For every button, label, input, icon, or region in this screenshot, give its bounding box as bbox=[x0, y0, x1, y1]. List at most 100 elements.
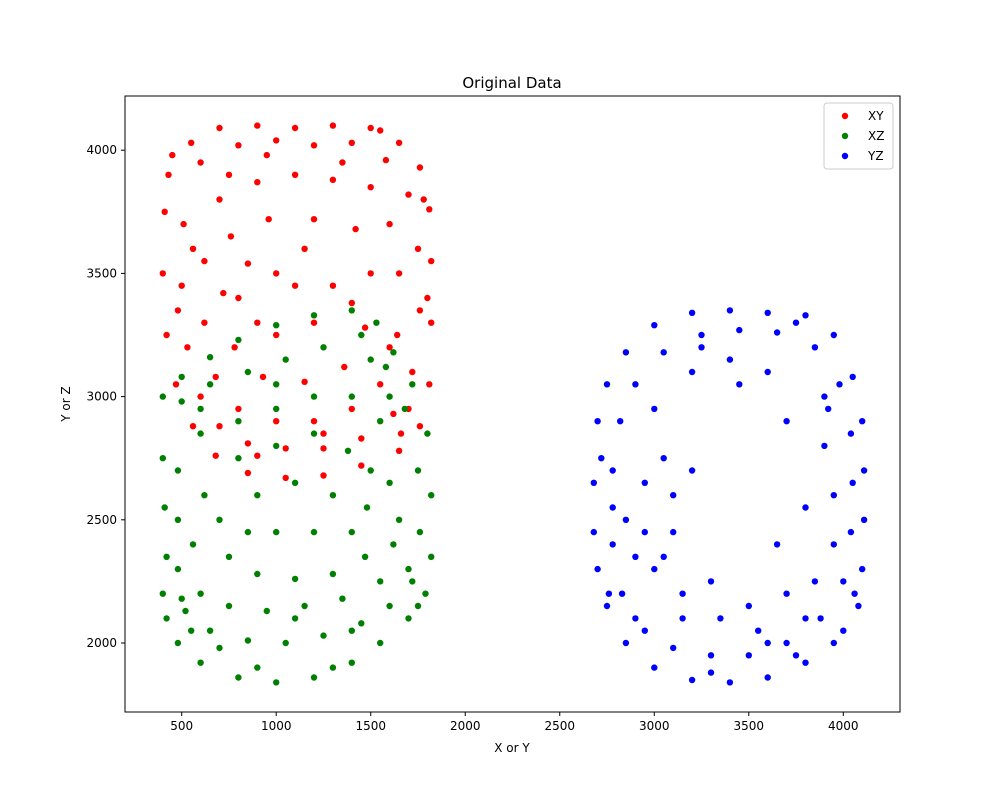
point-xz-69 bbox=[362, 554, 368, 560]
point-xy-10 bbox=[428, 258, 434, 264]
point-xz-46 bbox=[175, 517, 181, 523]
point-xz-11 bbox=[428, 492, 434, 498]
point-xy-88 bbox=[264, 152, 270, 158]
point-xz-73 bbox=[226, 554, 232, 560]
point-yz-33 bbox=[812, 344, 818, 350]
point-xz-77 bbox=[330, 492, 336, 498]
point-yz-58 bbox=[783, 591, 789, 597]
point-xy-95 bbox=[254, 453, 260, 459]
point-yz-87 bbox=[661, 554, 667, 560]
point-xz-50 bbox=[273, 406, 279, 412]
point-yz-85 bbox=[598, 455, 604, 461]
point-xy-22 bbox=[163, 332, 169, 338]
point-xy-7 bbox=[396, 140, 402, 146]
point-xy-26 bbox=[197, 159, 203, 165]
point-xy-85 bbox=[175, 307, 181, 313]
point-xy-39 bbox=[283, 445, 289, 451]
legend: XY XZ YZ bbox=[824, 103, 893, 169]
point-xz-86 bbox=[415, 603, 421, 609]
y-tick-label-3: 3500 bbox=[86, 266, 117, 280]
point-yz-39 bbox=[817, 615, 823, 621]
point-xz-62 bbox=[190, 541, 196, 547]
point-yz-28 bbox=[632, 381, 638, 387]
point-xy-32 bbox=[405, 191, 411, 197]
point-yz-17 bbox=[802, 660, 808, 666]
point-xz-70 bbox=[330, 571, 336, 577]
point-yz-50 bbox=[642, 480, 648, 486]
point-xy-14 bbox=[396, 448, 402, 454]
point-xy-62 bbox=[228, 233, 234, 239]
point-xz-79 bbox=[311, 529, 317, 535]
point-xz-49 bbox=[235, 418, 241, 424]
point-xz-67 bbox=[345, 448, 351, 454]
point-yz-80 bbox=[755, 628, 761, 634]
point-xy-47 bbox=[254, 179, 260, 185]
point-yz-75 bbox=[708, 669, 714, 675]
point-yz-70 bbox=[774, 541, 780, 547]
point-xz-76 bbox=[292, 480, 298, 486]
point-yz-10 bbox=[850, 374, 856, 380]
point-xy-68 bbox=[341, 364, 347, 370]
point-yz-23 bbox=[604, 603, 610, 609]
point-xy-45 bbox=[180, 221, 186, 227]
point-xy-44 bbox=[179, 283, 185, 289]
point-yz-57 bbox=[746, 603, 752, 609]
point-xz-5 bbox=[311, 312, 317, 318]
point-xy-36 bbox=[390, 411, 396, 417]
point-xy-37 bbox=[358, 435, 364, 441]
legend-marker-xy bbox=[842, 113, 848, 119]
point-yz-47 bbox=[610, 504, 616, 510]
point-xy-16 bbox=[320, 472, 326, 478]
point-xz-35 bbox=[415, 467, 421, 473]
point-xy-76 bbox=[301, 246, 307, 252]
point-xy-18 bbox=[245, 470, 251, 476]
point-yz-77 bbox=[736, 381, 742, 387]
point-xy-94 bbox=[320, 430, 326, 436]
point-xy-25 bbox=[165, 172, 171, 178]
point-xz-45 bbox=[175, 566, 181, 572]
point-xz-68 bbox=[364, 504, 370, 510]
point-yz-22 bbox=[623, 640, 629, 646]
point-yz-68 bbox=[623, 517, 629, 523]
point-yz-83 bbox=[840, 628, 846, 634]
point-xy-42 bbox=[197, 393, 203, 399]
point-xz-18 bbox=[273, 679, 279, 685]
point-yz-14 bbox=[859, 566, 865, 572]
point-xz-63 bbox=[201, 492, 207, 498]
point-yz-20 bbox=[689, 677, 695, 683]
point-xz-58 bbox=[301, 603, 307, 609]
point-xy-82 bbox=[235, 295, 241, 301]
point-xz-25 bbox=[162, 504, 168, 510]
point-xy-63 bbox=[266, 216, 272, 222]
point-yz-6 bbox=[727, 307, 733, 313]
x-tick-label-2: 1500 bbox=[355, 719, 386, 733]
point-xy-87 bbox=[377, 127, 383, 133]
y-tick-label-2: 3000 bbox=[86, 390, 117, 404]
point-xy-56 bbox=[311, 418, 317, 424]
point-xy-64 bbox=[311, 216, 317, 222]
point-yz-49 bbox=[670, 492, 676, 498]
point-xy-9 bbox=[426, 206, 432, 212]
point-yz-67 bbox=[651, 406, 657, 412]
point-xy-8 bbox=[417, 164, 423, 170]
point-xz-66 bbox=[311, 430, 317, 436]
point-xy-57 bbox=[273, 418, 279, 424]
point-xz-65 bbox=[273, 443, 279, 449]
point-xy-90 bbox=[424, 295, 430, 301]
point-xy-79 bbox=[349, 300, 355, 306]
point-xz-3 bbox=[235, 337, 241, 343]
point-xy-30 bbox=[349, 140, 355, 146]
point-yz-42 bbox=[708, 652, 714, 658]
point-xy-23 bbox=[160, 270, 166, 276]
point-xz-93 bbox=[197, 406, 203, 412]
point-xz-30 bbox=[283, 356, 289, 362]
point-xy-72 bbox=[220, 290, 226, 296]
point-yz-32 bbox=[774, 329, 780, 335]
point-xy-70 bbox=[260, 374, 266, 380]
point-xy-11 bbox=[428, 320, 434, 326]
point-yz-36 bbox=[850, 480, 856, 486]
point-xz-37 bbox=[409, 578, 415, 584]
legend-marker-yz bbox=[842, 153, 848, 159]
point-xz-53 bbox=[377, 418, 383, 424]
